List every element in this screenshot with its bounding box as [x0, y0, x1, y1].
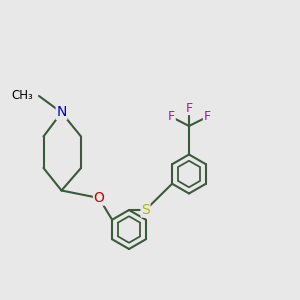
Text: F: F: [203, 110, 211, 124]
Text: F: F: [185, 101, 193, 115]
Text: S: S: [141, 203, 150, 217]
Text: O: O: [94, 191, 104, 205]
Text: N: N: [56, 106, 67, 119]
Text: F: F: [168, 110, 175, 124]
Text: CH₃: CH₃: [11, 89, 33, 103]
